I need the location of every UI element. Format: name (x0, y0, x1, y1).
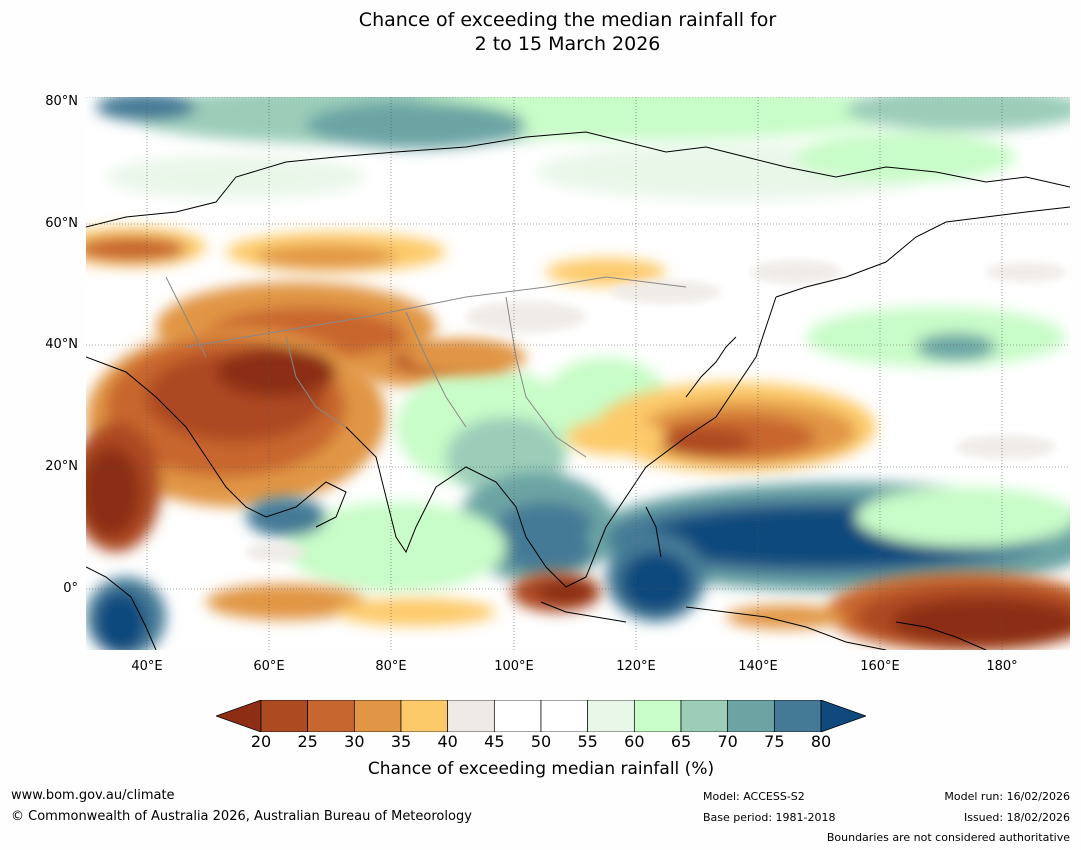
model-text: Model: ACCESS-S2 (703, 790, 805, 803)
map-title-line1: Chance of exceeding the median rainfall … (358, 9, 777, 31)
colorbar-svg (214, 699, 868, 733)
map-title: Chance of exceeding the median rainfall … (0, 8, 1081, 56)
model-run-text: Model run: 16/02/2026 (944, 790, 1070, 803)
lon-label-120e: 120°E (616, 659, 656, 674)
colorbar (214, 699, 868, 733)
lon-label-100e: 100°E (494, 659, 534, 674)
lat-label-20n: 20°N (45, 459, 78, 474)
country-boundaries (165, 276, 687, 458)
lat-label-80n: 80°N (45, 94, 78, 109)
colorbar-segment (353, 699, 402, 733)
colorbar-tick-label: 35 (390, 732, 412, 751)
rainfall-map-svg (86, 97, 1070, 650)
colorbar-segment (633, 699, 682, 733)
colorbar-extend-high (820, 699, 868, 733)
lat-label-60n: 60°N (45, 216, 78, 231)
colorbar-tick-label: 40 (437, 732, 458, 751)
colorbar-label: Chance of exceeding median rainfall (%) (367, 759, 715, 779)
lat-label-equator: 0° (63, 581, 78, 596)
colorbar-extend-low (214, 699, 262, 733)
website-link[interactable]: www.bom.gov.au/climate (11, 788, 175, 803)
colorbar-tick-label: 70 (717, 732, 738, 751)
boundaries-note: Boundaries are not considered authoritat… (826, 831, 1070, 844)
rainfall-map (86, 97, 1070, 650)
colorbar-tick-label: 50 (530, 732, 552, 751)
map-title-line2: 2 to 15 March 2026 (474, 33, 661, 55)
colorbar-tick-label: 30 (344, 732, 365, 751)
graticule (86, 97, 1070, 650)
issued-text: Issued: 18/02/2026 (963, 811, 1070, 824)
lon-label-140e: 140°E (738, 659, 778, 674)
colorbar-segment (400, 699, 449, 733)
colorbar-tick-label: 20 (250, 732, 272, 751)
colorbar-segment (587, 699, 635, 733)
colorbar-tick-label: 80 (810, 732, 832, 751)
colorbar-tick-label: 45 (484, 732, 505, 751)
colorbar-tick-label: 25 (297, 732, 318, 751)
colorbar-tick-label: 55 (577, 732, 598, 751)
colorbar-segment (540, 699, 589, 733)
lon-label-40e: 40°E (131, 659, 163, 674)
colorbar-segment (493, 699, 542, 733)
coastlines (86, 131, 1070, 650)
probability-field (86, 97, 1070, 650)
colorbar-segment (260, 699, 309, 733)
lon-label-180: 180° (986, 659, 1018, 674)
colorbar-segment (680, 699, 729, 733)
base-period-text: Base period: 1981-2018 (703, 811, 836, 824)
lon-label-160e: 160°E (860, 659, 900, 674)
lat-label-40n: 40°N (45, 337, 78, 352)
colorbar-tick-label: 60 (624, 732, 645, 751)
lon-label-80e: 80°E (375, 659, 407, 674)
colorbar-segment (727, 699, 775, 733)
colorbar-segment (773, 699, 822, 733)
lon-label-60e: 60°E (253, 659, 285, 674)
colorbar-segment (307, 699, 355, 733)
colorbar-tick-label: 65 (670, 732, 692, 751)
colorbar-segment (447, 699, 495, 733)
copyright-text: © Commonwealth of Australia 2026, Austra… (11, 809, 472, 824)
colorbar-tick-label: 75 (764, 732, 785, 751)
